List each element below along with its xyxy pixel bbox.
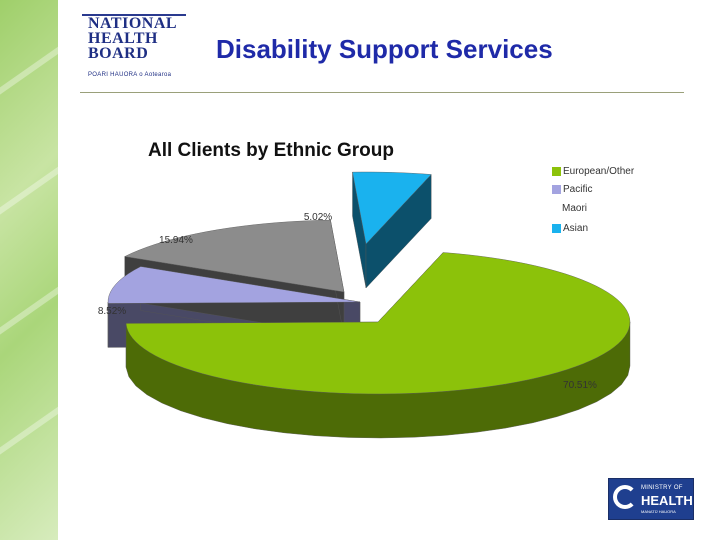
legend-item-asian: Asian [552, 221, 588, 235]
data-label-pacific: 8.52% [98, 306, 126, 317]
title-divider [80, 92, 684, 93]
legend-label-european-other: European/Other [563, 165, 635, 177]
legend-swatch-asian [552, 223, 561, 233]
data-label-asian: 5.02% [304, 212, 332, 223]
logo-line-3: BOARD [88, 45, 149, 62]
data-label-maori: 15.94% [159, 235, 193, 246]
legend-item-pacific: Pacific [552, 182, 592, 196]
legend-swatch-european-other [552, 166, 561, 176]
decorative-side-band [0, 0, 100, 540]
ministry-of-health-logo: MINISTRY OF HEALTH MANATŪ HAUORA [608, 478, 694, 520]
slide-title: Disability Support Services [216, 34, 553, 64]
logo-line-2: HEALTH [88, 30, 158, 47]
pie-slice-maori [124, 219, 345, 293]
legend-item-european-other: European/Other [552, 164, 634, 178]
moh-logo-tagline: MANATŪ HAUORA [641, 509, 676, 514]
moh-logo-main-text: HEALTH [641, 493, 693, 508]
logo-tagline: POARI HAUORA o Aotearoa [88, 72, 172, 78]
legend-label-asian: Asian [563, 222, 589, 234]
legend-swatch-pacific [552, 184, 561, 194]
pie-slice-pacific [107, 266, 361, 304]
legend-label-pacific: Pacific [563, 183, 593, 195]
pie-slice-european-other [125, 252, 631, 395]
chart-title: All Clients by Ethnic Group [148, 140, 394, 161]
data-label-european-other: 70.51% [563, 380, 597, 391]
moh-logo-small-text: MINISTRY OF [641, 485, 683, 491]
koru-icon [613, 485, 637, 509]
logo-line-1: NATIONAL [88, 15, 178, 32]
national-health-board-logo: NATIONAL HEALTH BOARD POARI HAUORA o Aot… [82, 14, 186, 78]
pie-slice-asian [352, 171, 432, 245]
legend-label-maori: Maori [562, 202, 588, 214]
legend-item-maori: Maori [562, 201, 587, 215]
